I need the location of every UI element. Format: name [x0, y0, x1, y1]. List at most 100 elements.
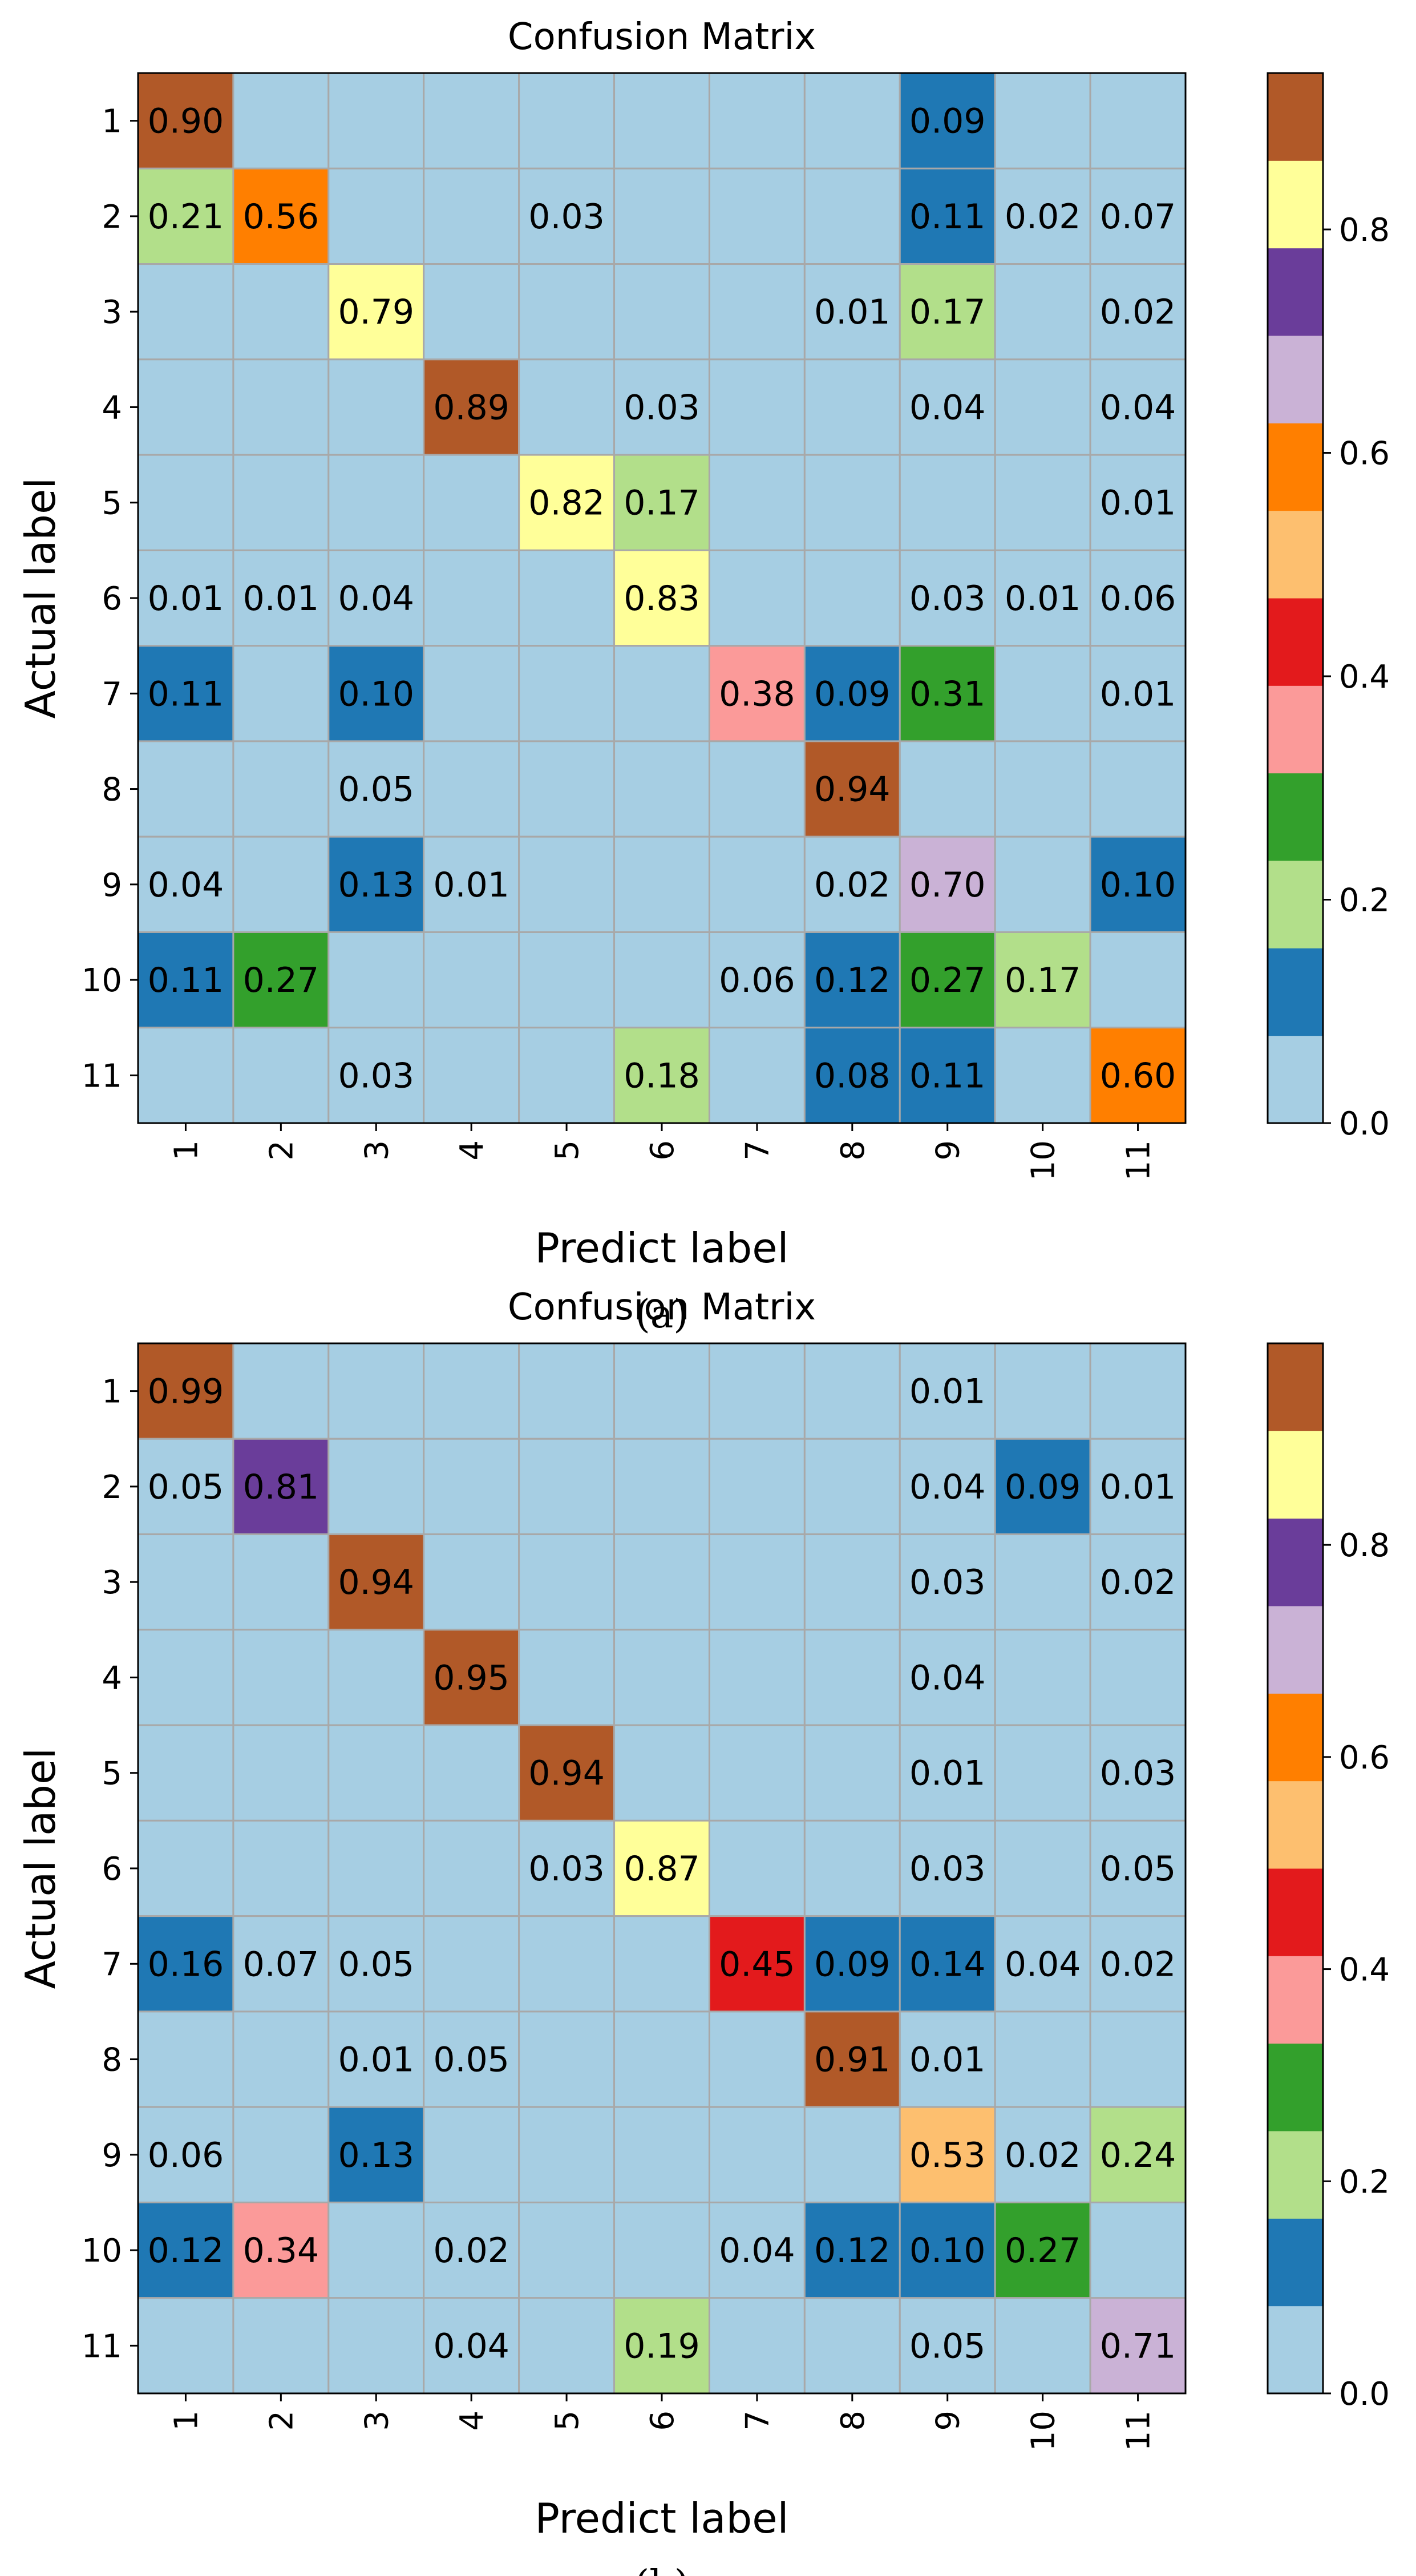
cell-value-label: 0.90 [148, 102, 224, 142]
colorbar-frame [1267, 1342, 1324, 2395]
y-tick-label: 3 [102, 294, 122, 331]
heatmap-cell [423, 1819, 520, 1917]
panel-caption: (b) [634, 2562, 690, 2576]
heatmap-cell [518, 2297, 616, 2395]
heatmap-cell [232, 1342, 330, 1440]
y-tick-label: 11 [82, 1057, 122, 1095]
cell-value-label: 0.01 [433, 865, 509, 905]
heatmap-cell [1089, 931, 1187, 1029]
heatmap-cell [899, 358, 996, 456]
cell-value-label: 0.01 [243, 579, 319, 619]
cell-value-label: 0.13 [338, 2135, 414, 2175]
cell-value-label: 0.01 [1100, 483, 1176, 523]
y-tick-label: 2 [102, 199, 122, 236]
cell-value-label: 0.19 [624, 2326, 700, 2366]
cell-value-label: 0.09 [909, 102, 986, 142]
heatmap-cell [327, 740, 425, 838]
heatmap-cell [803, 263, 901, 361]
heatmap-cell [327, 263, 425, 361]
heatmap-cell [803, 2297, 901, 2395]
x-tick-label: 5 [549, 2411, 586, 2431]
heatmap-cell [1089, 358, 1187, 456]
y-axis-label: Actual label [17, 1748, 64, 1989]
cell-value-label: 0.10 [1100, 865, 1176, 905]
heatmap-cell [613, 1629, 710, 1726]
colorbar-tick-label: 0.0 [1339, 2376, 1390, 2413]
heatmap-cell [994, 1027, 1091, 1124]
colorbar-segment [1268, 1343, 1323, 1431]
cell-value-label: 0.03 [909, 1562, 986, 1602]
heatmap-cell [232, 740, 330, 838]
heatmap-cell [708, 1533, 806, 1631]
x-tick-label: 6 [644, 1140, 681, 1161]
heatmap-cell [137, 1027, 234, 1124]
heatmap-cell [613, 2010, 710, 2108]
colorbar-tick-label: 0.0 [1339, 1105, 1390, 1142]
heatmap-cell [708, 2010, 806, 2108]
cell-value-label: 0.01 [148, 579, 224, 619]
heatmap-cell [1089, 835, 1187, 933]
colorbar: 0.0 0.2 0.4 0.6 0.8 [1267, 72, 1390, 1142]
heatmap-cell [803, 2201, 901, 2299]
cell-value-label: 0.70 [909, 865, 986, 905]
x-axis-label: Predict label [535, 2494, 788, 2542]
heatmap-cell [232, 931, 330, 1029]
heatmap-cell [708, 1915, 806, 2013]
heatmap-cell [899, 1342, 996, 1440]
cell-value-label: 0.12 [814, 2231, 891, 2271]
heatmap-cell [137, 167, 234, 265]
y-tick-label: 6 [102, 580, 122, 617]
heatmap-cell [327, 1438, 425, 1536]
cell-value-label: 0.02 [1100, 1562, 1176, 1602]
heatmap-cell [232, 835, 330, 933]
heatmap-cell [232, 645, 330, 742]
heatmap-cell [1089, 1724, 1187, 1822]
heatmap-cell [518, 263, 616, 361]
heatmap-cell [613, 740, 710, 838]
heatmap-cell [423, 358, 520, 456]
cell-value-label: 0.34 [243, 2231, 319, 2271]
heatmap-cell [232, 2201, 330, 2299]
colorbar-tick-label: 0.2 [1339, 2163, 1390, 2200]
heatmap-cell [613, 835, 710, 933]
heatmap-cell [137, 740, 234, 838]
heatmap-cell [137, 2297, 234, 2395]
heatmap-cell [518, 167, 616, 265]
cell-value-label: 0.07 [1100, 197, 1176, 237]
heatmap-cell [1089, 2201, 1187, 2299]
heatmap-cell [708, 454, 806, 551]
y-tick-label: 7 [102, 1946, 122, 1983]
heatmap-cell [327, 1342, 425, 1440]
heatmap-cell [899, 1629, 996, 1726]
heatmap-cell [708, 167, 806, 265]
heatmap-cell [803, 645, 901, 742]
cell-value-label: 0.04 [338, 579, 414, 619]
cell-value-label: 0.71 [1100, 2326, 1176, 2366]
cell-value-label: 0.06 [148, 2135, 224, 2175]
heatmap-cell [137, 263, 234, 361]
heatmap-cell [327, 645, 425, 742]
heatmap-cell [899, 740, 996, 838]
heatmap-cell [423, 1027, 520, 1124]
heatmap-cell [899, 167, 996, 265]
x-tick-label: 1 [168, 2411, 205, 2431]
heatmap-cell [994, 740, 1091, 838]
heatmap-cell [613, 1724, 710, 1822]
y-tick-label: 3 [102, 1564, 122, 1601]
cell-value-label: 0.03 [909, 579, 986, 619]
cell-value-label: 0.18 [624, 1056, 700, 1096]
heatmap-cell [232, 1438, 330, 1536]
heatmap-cell [899, 2106, 996, 2203]
heatmap-cell [327, 2201, 425, 2299]
heatmap-cell [613, 2106, 710, 2203]
heatmap-cell [803, 740, 901, 838]
heatmap-cell [803, 931, 901, 1029]
heatmap-cell [518, 549, 616, 647]
colorbar-segment [1268, 685, 1323, 774]
heatmap-cell [518, 358, 616, 456]
cell-value-label: 0.05 [148, 1467, 224, 1507]
heatmap-cell [1089, 2297, 1187, 2395]
heatmap-cell [899, 1533, 996, 1631]
heatmap-cell [613, 1438, 710, 1536]
heatmap-cell [327, 2106, 425, 2203]
